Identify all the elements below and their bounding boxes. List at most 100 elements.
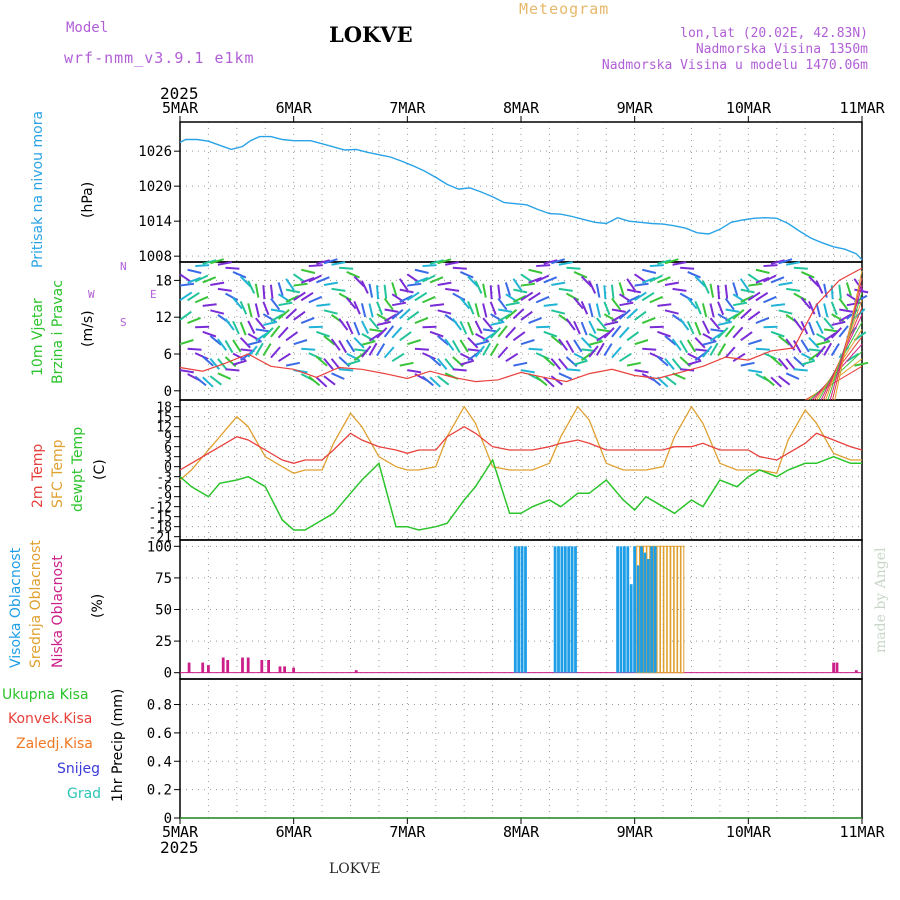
wind-arrow (664, 281, 679, 286)
wind-arrow (391, 282, 398, 297)
wind-arrow (482, 283, 487, 298)
temp2m-line (179, 425, 863, 471)
wind-arrow (391, 309, 404, 320)
wind-arrow (277, 309, 290, 320)
y-tick-label: 0 (164, 811, 172, 827)
wind-arrow (831, 320, 846, 326)
wind-arrow (316, 259, 331, 265)
year-bottom: 2025 (160, 838, 199, 857)
wind-arrow (497, 284, 501, 299)
wind-arrow (755, 347, 770, 351)
wind-arrow (535, 274, 550, 283)
wind-arrow (224, 292, 239, 302)
mid-cloud-bar-outline (677, 545, 681, 674)
wind-arrow (315, 376, 328, 388)
bottom-tick-label: 5MAR (162, 823, 199, 841)
y-tick-label: 0.4 (147, 754, 172, 770)
wind-arrow (717, 285, 721, 300)
low-cloud-bar (246, 657, 250, 673)
wind-arrow (383, 284, 388, 299)
wind-arrow (217, 338, 228, 351)
wind-arrow (520, 282, 536, 287)
wind-arrow (610, 284, 615, 299)
wind-arrow (437, 309, 452, 315)
model-altitude: Nadmorska Visina u modelu 1470.06m (601, 58, 868, 73)
wind-arrow (270, 346, 281, 359)
wind-arrow (846, 352, 860, 363)
wind-arrow (399, 331, 412, 342)
wind-arrow (504, 282, 511, 297)
high-cloud-bar (574, 546, 577, 673)
wind-arrow (642, 347, 657, 351)
wind-fan-line (834, 270, 863, 401)
wind-arrow (755, 268, 770, 274)
wind-arrow (376, 320, 391, 326)
wind-arrow (414, 291, 428, 302)
wind-arrow (482, 317, 493, 330)
top-tick-label: 7MAR (389, 99, 426, 117)
wind-arrow (209, 375, 223, 386)
wind-arrow (816, 340, 831, 346)
wind-arrow (535, 375, 548, 387)
wind-arrow (323, 375, 336, 386)
wind-arrow (755, 276, 770, 284)
wind-arrow (474, 280, 483, 294)
mid-cloud-bar-outline (660, 545, 664, 674)
wind-arrow (603, 285, 607, 300)
wind-arrow (596, 328, 611, 333)
wind-arrow (353, 336, 365, 349)
y-tick-label: 100 (147, 539, 172, 555)
wind-arrow (709, 342, 719, 356)
wind-arrow (679, 318, 690, 331)
wind-arrow (763, 274, 777, 283)
wind-arrow (338, 292, 352, 302)
wind-arrow (679, 339, 689, 354)
wind-arrow (331, 287, 346, 292)
wind-arrow (732, 309, 745, 320)
wind-arrow (748, 369, 763, 374)
low-cloud-bar (226, 660, 230, 673)
wind-arrow (383, 325, 395, 338)
top-tick-label: 6MAR (275, 99, 312, 117)
wind-arrow (399, 361, 414, 367)
wind-arrow (194, 352, 209, 360)
y-tick-label: 9 (164, 431, 172, 446)
wind-arrow (489, 327, 502, 339)
wind-arrow (459, 271, 474, 279)
wind-arrow (618, 309, 631, 320)
wind-arrow (626, 308, 639, 320)
wind-arrow (277, 352, 291, 363)
wind-arrow (399, 308, 411, 320)
wind-arrow (596, 317, 607, 330)
wind-arrow (217, 261, 232, 266)
wind-arrow (839, 308, 854, 313)
wind-arrow (331, 372, 345, 380)
wind-arrow (383, 297, 394, 311)
wind-arrow (278, 301, 293, 307)
wind-arrow (254, 283, 260, 298)
high-cloud-bar (517, 546, 521, 673)
wind-arrow (800, 271, 815, 279)
wind-arrow (657, 303, 672, 307)
wind-arrow (505, 301, 520, 307)
wind-arrow (407, 282, 422, 287)
wind-arrow (566, 368, 581, 372)
wind-arrow (444, 358, 455, 371)
wind-arrow (308, 274, 322, 283)
wind-arrow (778, 375, 791, 386)
wind-arrow (680, 368, 695, 372)
wind-arrow (399, 288, 414, 294)
wind-arrow (263, 320, 278, 326)
wind-arrow (422, 352, 436, 360)
low-cloud-bar (267, 660, 270, 673)
wind-arrow (437, 375, 450, 386)
wind-arrow (626, 294, 641, 303)
wind-arrow (209, 357, 221, 370)
total-precip-label: Ukupna Kisa (2, 687, 89, 703)
bottom-tick-label: 10MAR (725, 823, 771, 841)
wind-arrow (285, 278, 295, 291)
wind-arrow (528, 316, 542, 324)
wind-arrow (254, 342, 264, 356)
low-cloud-bar (241, 657, 244, 673)
wind-arrow (497, 346, 509, 359)
